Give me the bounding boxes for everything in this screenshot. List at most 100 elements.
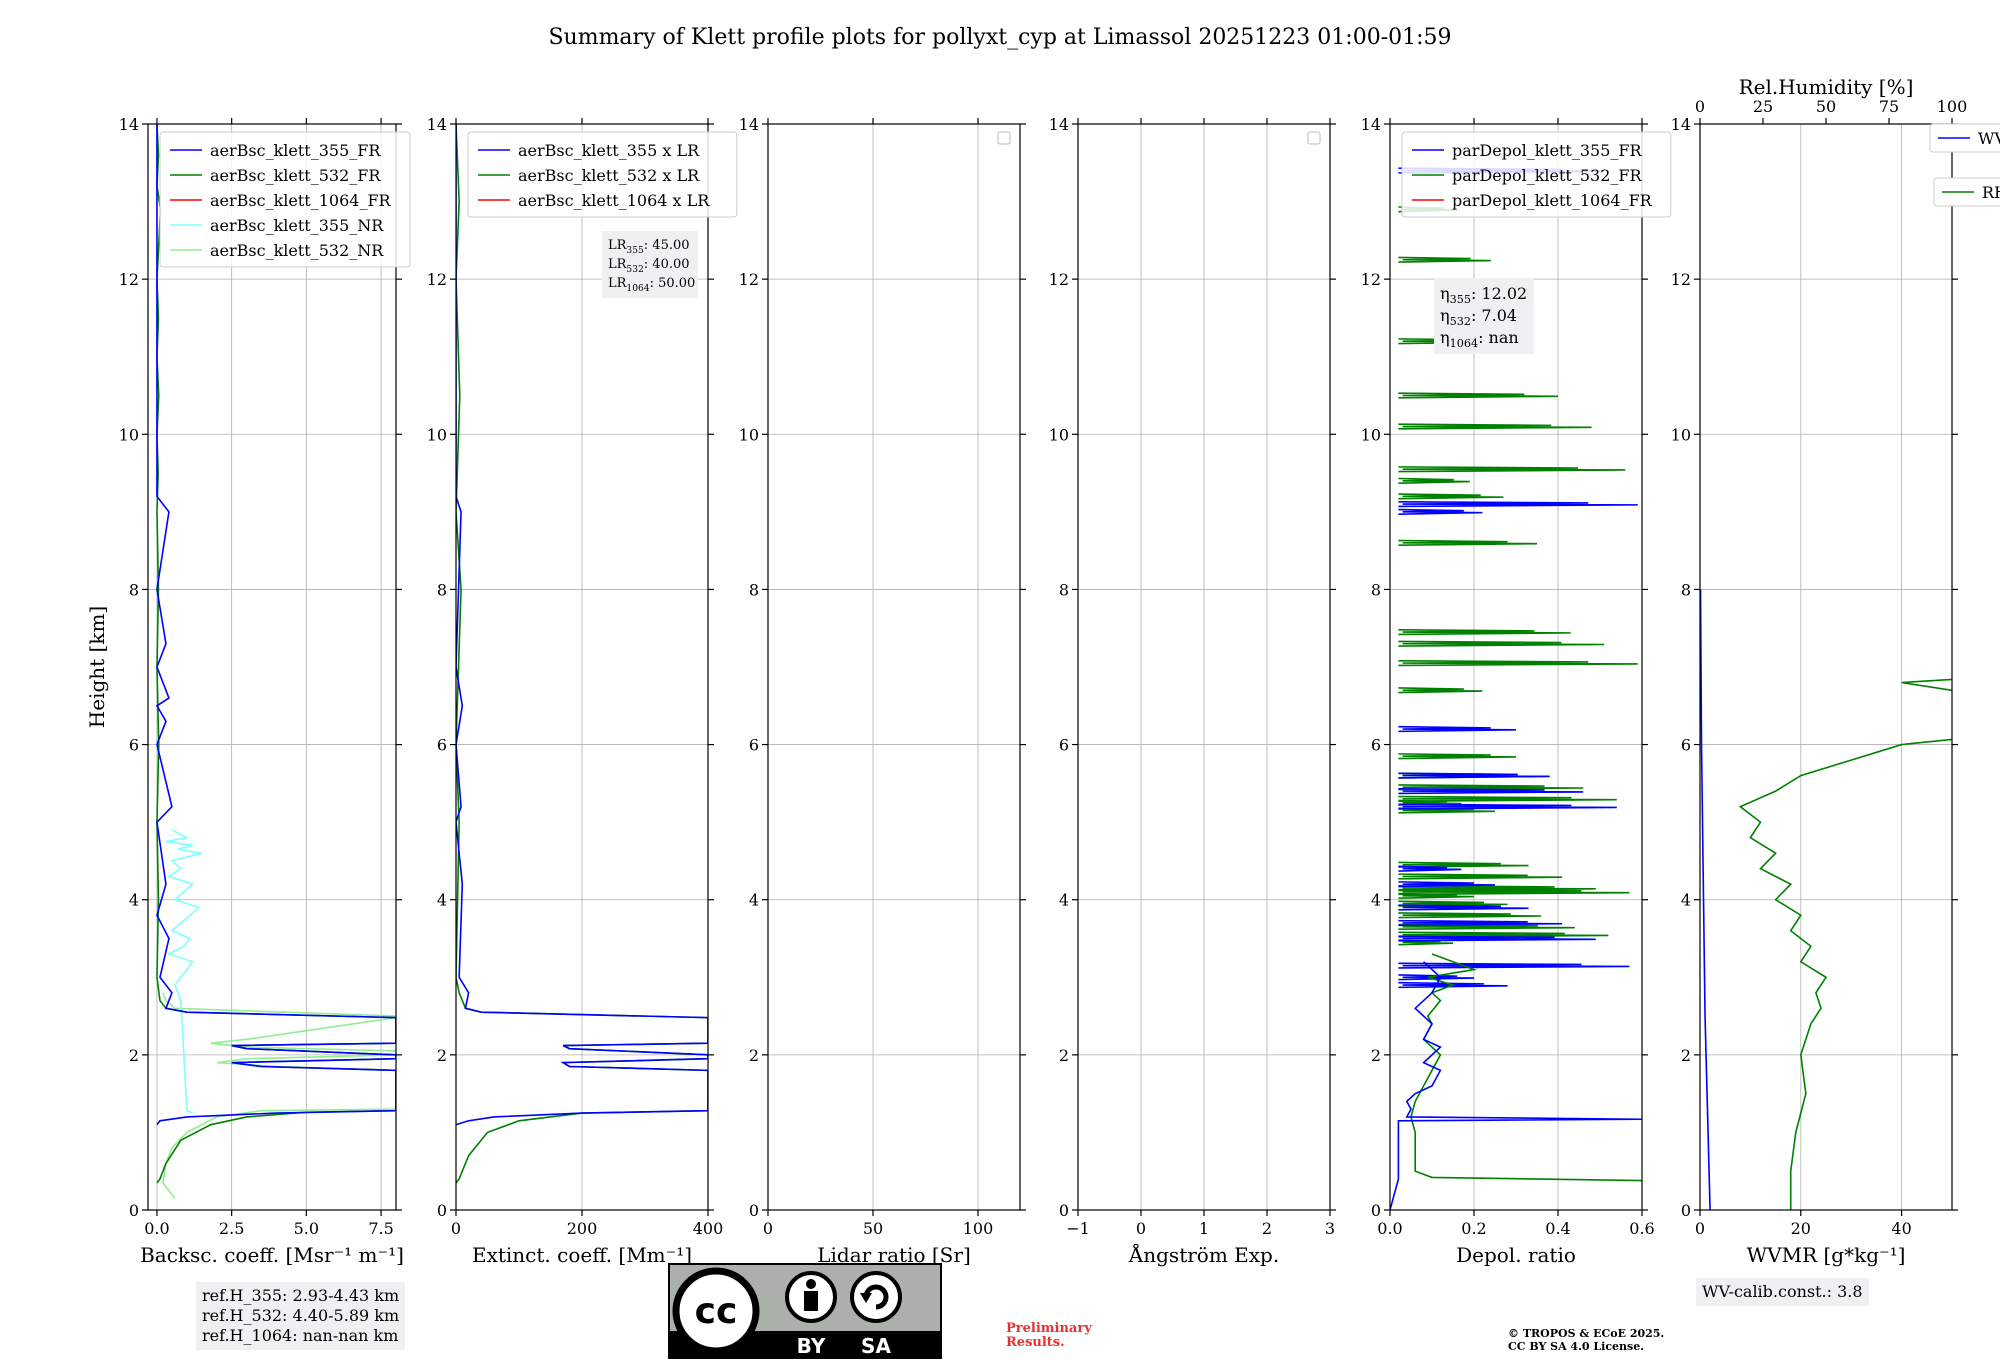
empty-legend-box <box>997 131 1011 145</box>
y-tick-label: 14 <box>1049 115 1069 134</box>
wv-calib-box: WV-calib.const.: 3.8 <box>1696 1278 1869 1306</box>
lr-info-box <box>602 231 698 298</box>
panel-frame <box>1389 123 1643 1211</box>
info-sub: 1064 <box>1450 337 1478 350</box>
series-line-parDepol_klett_355_FR <box>1390 961 1642 1210</box>
info-val: : 7.04 <box>1471 306 1517 325</box>
depol-spike <box>1398 640 1605 647</box>
info-base: LR <box>608 238 628 253</box>
depol-spike <box>1398 904 1529 911</box>
legend-label: aerBsc_klett_355_NR <box>210 216 384 235</box>
x-tick-label: 0.2 <box>1461 1219 1486 1238</box>
legend-label: aerBsc_klett_355_FR <box>210 141 381 160</box>
depol-spike <box>1398 865 1462 872</box>
y-tick-label: 0 <box>1371 1201 1381 1220</box>
y-tick-label: 12 <box>427 270 447 289</box>
y-tick-label: 4 <box>1681 891 1691 910</box>
x-tick-label: 3 <box>1325 1219 1335 1238</box>
y-tick-label: 10 <box>427 425 447 444</box>
y-tick-label: 14 <box>1671 115 1691 134</box>
legend-label: RH <box>1982 183 2000 202</box>
depol-spike <box>1398 962 1630 969</box>
y-tick-label: 14 <box>739 115 759 134</box>
series-line-aerBsc_klett_355_FR <box>155 124 396 1126</box>
x-tick-label: 200 <box>567 1219 598 1238</box>
y-tick-label: 12 <box>1361 270 1381 289</box>
series-group <box>1390 167 1642 1210</box>
sa-icon <box>850 1271 902 1323</box>
reference-heights-box: ref.H_355: 2.93-4.43 km ref.H_532: 4.40-… <box>196 1282 406 1350</box>
x-tick-label: 0 <box>763 1219 773 1238</box>
y-tick-label: 2 <box>1681 1046 1691 1065</box>
y-tick-label: 10 <box>1049 425 1069 444</box>
x-tick-label: 40 <box>1891 1219 1911 1238</box>
legend-label: WVMR <box>1978 129 2000 148</box>
x-tick-label: 0.6 <box>1629 1219 1654 1238</box>
legend-box <box>467 131 738 218</box>
x-tick-label: 100 <box>963 1219 994 1238</box>
preliminary-line-2: Results. <box>1006 1335 1065 1350</box>
y-tick-label: 6 <box>1681 736 1691 755</box>
depol-spike <box>1398 981 1508 989</box>
y-tick-label: 2 <box>749 1046 759 1065</box>
ref-height-1064: ref.H_1064: nan-nan km <box>202 1326 399 1345</box>
depol-spike <box>1398 753 1517 760</box>
y-tick-label: 8 <box>749 580 759 599</box>
info-sub: 532 <box>1450 315 1471 328</box>
legend-label: aerBsc_klett_355 x LR <box>518 141 700 160</box>
y-tick-label: 8 <box>1681 580 1691 599</box>
x-tick-label: −1 <box>1066 1219 1090 1238</box>
y-tick-label: 0 <box>437 1201 447 1220</box>
top-x-tick-label: 100 <box>1937 97 1968 116</box>
copyright-note: © TROPOS & ECoE 2025. CC BY SA 4.0 Licen… <box>1508 1327 1664 1353</box>
panel-backscatter: 0 2 4 6 8 10 12 14 0.0 2.5 5.0 7.5 Backsc. coeff. [M… <box>85 115 411 1267</box>
depol-spike <box>1398 477 1470 484</box>
y-tick-label: 4 <box>1371 891 1381 910</box>
info-val: : 50.00 <box>650 276 696 291</box>
y-tick-label: 2 <box>1059 1046 1069 1065</box>
x-axis-label: WVMR [g*kg⁻¹] <box>1747 1243 1906 1267</box>
y-tick-label: 8 <box>129 580 139 599</box>
depol-spike <box>1398 900 1508 907</box>
cc-license-badge[interactable]: cc BY SA <box>668 1263 942 1359</box>
y-tick-label: 0 <box>1681 1201 1691 1220</box>
x-tick-label: 0.4 <box>1545 1219 1570 1238</box>
depol-spike <box>1398 795 1617 802</box>
y-tick-label: 8 <box>437 580 447 599</box>
y-tick-label: 14 <box>427 115 447 134</box>
top-x-tick-label: 25 <box>1753 97 1773 116</box>
depol-spike <box>1398 888 1630 896</box>
x-tick-label: 0 <box>1136 1219 1146 1238</box>
depol-spike <box>1398 493 1504 500</box>
series-group <box>155 124 396 1199</box>
lr-info-row: LR355: 45.00 <box>608 238 690 256</box>
depol-spike <box>1398 687 1483 694</box>
depol-spike <box>1398 912 1542 919</box>
y-tick-label: 8 <box>1371 580 1381 599</box>
y-tick-label: 14 <box>119 115 139 134</box>
y-tick-label: 6 <box>1371 736 1381 755</box>
y-tick-label: 4 <box>129 891 139 910</box>
legend-label: aerBsc_klett_532_FR <box>210 166 381 185</box>
top-x-axis-label: Rel.Humidity [%] <box>1739 75 1914 99</box>
depol-spike <box>1398 500 1638 508</box>
y-tick-label: 12 <box>1671 270 1691 289</box>
x-tick-label: 7.5 <box>368 1219 393 1238</box>
legend-label: aerBsc_klett_1064_FR <box>210 191 392 210</box>
depol-spike <box>1398 659 1638 667</box>
x-tick-label: 400 <box>693 1219 724 1238</box>
sa-arrow-icon <box>863 1284 889 1310</box>
depol-spike <box>1398 392 1559 399</box>
y-tick-label: 6 <box>437 736 447 755</box>
eta-info-row: η1064: nan <box>1440 328 1519 350</box>
depol-spike <box>1398 256 1491 263</box>
depol-spike <box>1398 881 1496 888</box>
depol-spike <box>1398 884 1596 892</box>
y-tick-label: 6 <box>749 736 759 755</box>
depol-spike <box>1398 873 1563 880</box>
depol-spike <box>1398 787 1584 795</box>
x-tick-label: 20 <box>1791 1219 1811 1238</box>
